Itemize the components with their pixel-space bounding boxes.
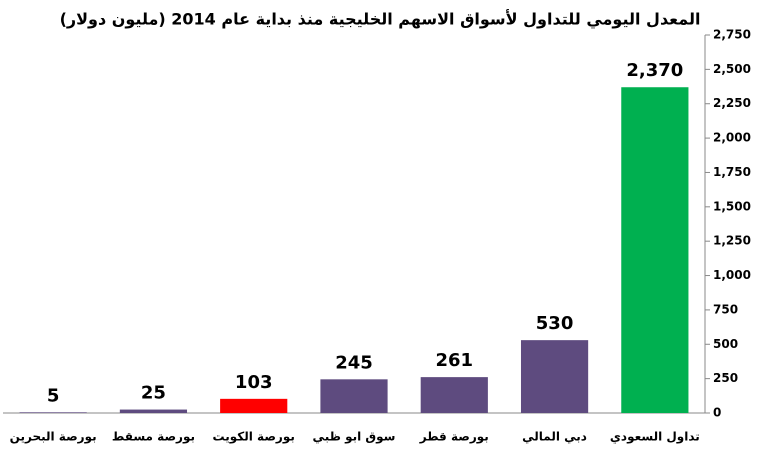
x-tick-label: تداول السعودي — [610, 430, 700, 445]
x-tick-label: بورصة قطر — [419, 430, 489, 445]
value-label: 103 — [235, 372, 273, 393]
y-tick-label: 250 — [713, 371, 738, 385]
y-tick-label: 2,500 — [713, 62, 751, 76]
value-label: 25 — [141, 383, 166, 404]
y-tick-label: 1,750 — [713, 165, 751, 179]
bar — [19, 412, 87, 413]
value-label: 530 — [536, 313, 574, 334]
y-tick-label: 500 — [713, 337, 738, 351]
value-label: 5 — [47, 385, 60, 406]
y-tick-label: 1,000 — [713, 268, 751, 282]
bar — [320, 379, 388, 413]
bar — [520, 340, 589, 413]
bar — [119, 409, 188, 413]
y-tick-label: 2,750 — [713, 28, 751, 42]
y-tick-label: 2,250 — [713, 96, 751, 110]
chart-title: المعدل اليومي للتداول لأسواق الاسهم الخل… — [60, 10, 701, 30]
value-label: 261 — [435, 350, 473, 371]
bar — [220, 398, 288, 413]
x-tick-label: سوق ابو ظبي — [313, 430, 396, 445]
x-tick-label: بورصة البحرين — [10, 430, 97, 445]
bar — [420, 377, 488, 413]
x-tick-label: دبي المالي — [522, 430, 587, 444]
x-tick-label: بورصة الكويت — [213, 430, 295, 445]
y-tick-label: 750 — [713, 302, 738, 316]
x-tick-label: بورصة مسقط — [112, 430, 195, 445]
y-tick-label: 1,250 — [713, 234, 751, 248]
y-tick-label: 2,000 — [713, 131, 751, 145]
y-tick-label: 0 — [713, 406, 721, 420]
bar — [621, 87, 689, 413]
value-label: 245 — [335, 352, 373, 373]
value-label: 2,370 — [626, 60, 683, 81]
y-tick-label: 1,500 — [713, 199, 751, 213]
